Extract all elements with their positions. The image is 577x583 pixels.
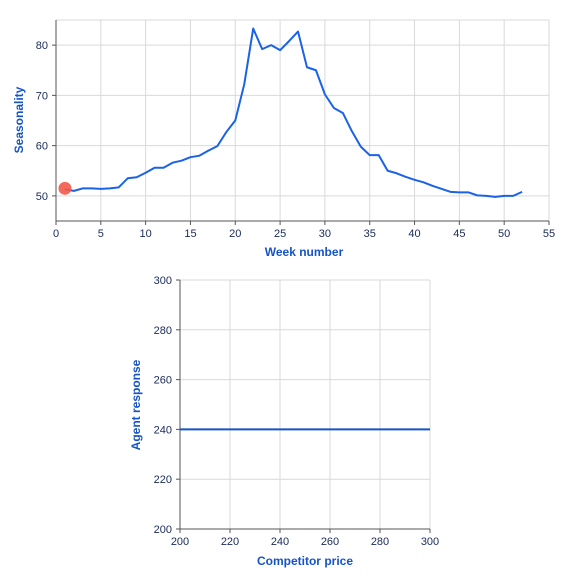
x-tick-label: 300 xyxy=(421,536,439,548)
y-tick-label: 80 xyxy=(36,40,48,52)
x-tick-label: 45 xyxy=(453,228,465,240)
y-tick-label: 300 xyxy=(154,275,172,287)
x-tick-label: 240 xyxy=(271,536,289,548)
y-tick-label: 260 xyxy=(154,375,172,387)
x-tick-label: 200 xyxy=(171,536,189,548)
y-tick-label: 240 xyxy=(154,424,172,436)
x-tick-label: 220 xyxy=(221,536,239,548)
highlight-marker xyxy=(58,181,72,195)
x-tick-label: 35 xyxy=(364,228,376,240)
y-tick-label: 220 xyxy=(154,474,172,486)
x-axis-title: Competitor price xyxy=(257,554,353,568)
y-tick-label: 60 xyxy=(36,141,48,153)
x-axis-title: Week number xyxy=(265,245,344,259)
x-tick-label: 10 xyxy=(140,228,152,240)
seasonality-chart: 0 5 10 15 20 25 30 35 40 45 50 55 50 60 70 80 Week numb… xyxy=(12,19,555,259)
x-tick-label: 260 xyxy=(321,536,339,548)
y-tick-label: 70 xyxy=(36,90,48,102)
x-tick-label: 55 xyxy=(543,228,555,240)
series-line xyxy=(64,27,523,198)
x-tick-label: 25 xyxy=(274,228,286,240)
x-tick-label: 40 xyxy=(408,228,420,240)
y-tick-label: 50 xyxy=(36,191,48,203)
x-tick-label: 280 xyxy=(371,536,389,548)
x-tick-label: 15 xyxy=(184,228,196,240)
x-tick-label: 0 xyxy=(53,228,59,240)
x-tick-label: 20 xyxy=(229,228,241,240)
y-axis-title: Seasonality xyxy=(12,86,26,153)
x-tick-label: 50 xyxy=(498,228,510,240)
y-tick-label: 280 xyxy=(154,325,172,337)
x-tick-label: 5 xyxy=(98,228,104,240)
y-axis-title: Agent response xyxy=(129,359,143,450)
y-tick-label: 200 xyxy=(154,524,172,536)
x-tick-label: 30 xyxy=(319,228,331,240)
agent-response-chart: 200 220 240 260 280 300 200 220 240 260 280 300 Com… xyxy=(129,275,439,568)
